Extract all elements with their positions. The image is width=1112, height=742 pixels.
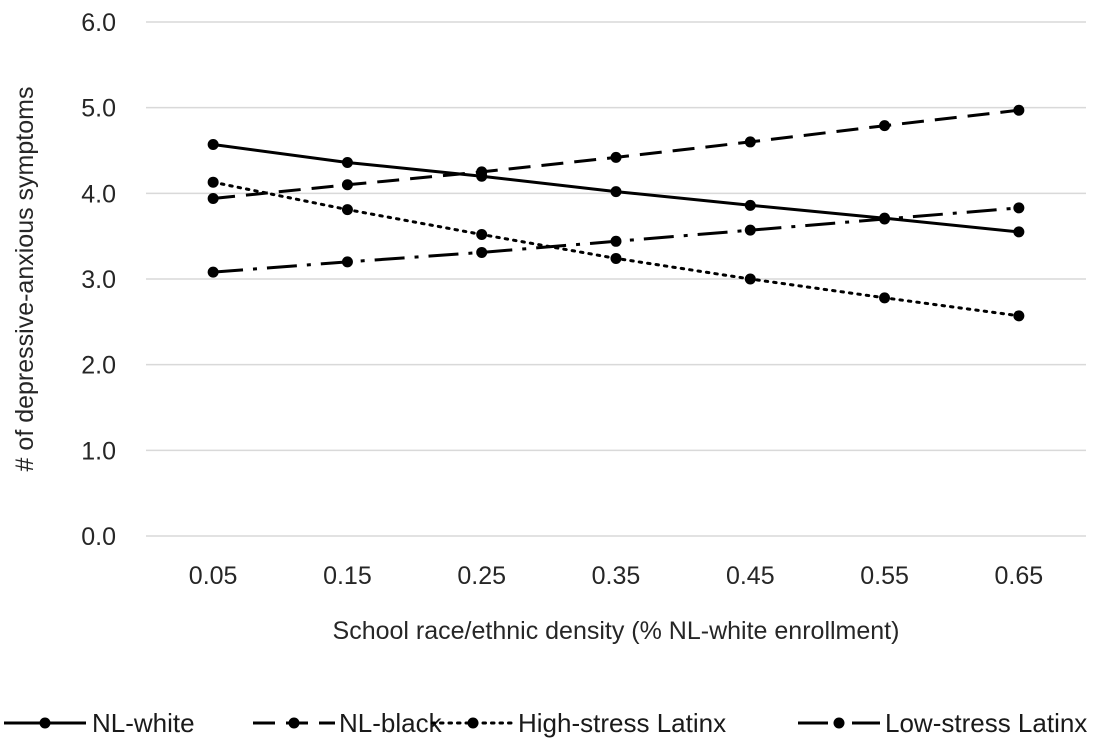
x-axis-ticks: 0.05 0.15 0.25 0.35 0.45 0.55 0.65: [189, 562, 1043, 590]
data-point: [1013, 226, 1025, 238]
y-tick-label: 0.0: [81, 523, 116, 551]
legend-label: High-stress Latinx: [518, 708, 726, 738]
data-point: [744, 136, 756, 148]
data-point: [476, 228, 488, 240]
series-points: [207, 104, 1025, 322]
x-tick-label: 0.25: [457, 562, 506, 590]
data-point: [1013, 202, 1025, 214]
legend: NL-white NL-black High-stress Latinx Low-st…: [4, 708, 1087, 738]
data-point: [1013, 310, 1025, 322]
series-line-high-stress-latinx: [211, 180, 1021, 318]
data-point: [879, 120, 891, 132]
data-point: [207, 176, 219, 188]
data-point: [207, 139, 219, 151]
data-point: [341, 204, 353, 216]
y-tick-label: 1.0: [81, 437, 116, 465]
legend-label: NL-white: [92, 708, 195, 738]
y-tick-label: 5.0: [81, 95, 116, 123]
x-tick-label: 0.35: [592, 562, 641, 590]
series-lines: [211, 108, 1021, 318]
data-point: [744, 273, 756, 285]
y-tick-label: 2.0: [81, 352, 116, 380]
x-tick-label: 0.45: [726, 562, 775, 590]
data-point: [341, 156, 353, 168]
data-point: [744, 199, 756, 211]
data-point: [879, 213, 891, 225]
legend-label: NL-black: [339, 708, 443, 738]
y-tick-label: 4.0: [81, 180, 116, 208]
legend-marker: [833, 717, 845, 729]
data-point: [610, 235, 622, 247]
legend-marker: [288, 717, 300, 729]
data-point: [341, 179, 353, 191]
data-point: [207, 192, 219, 204]
legend-label: Low-stress Latinx: [885, 708, 1087, 738]
x-tick-label: 0.55: [860, 562, 909, 590]
y-axis-title: # of depressive-anxious symptoms: [11, 87, 39, 472]
legend-marker: [467, 717, 479, 729]
data-point: [341, 256, 353, 268]
legend-marker: [39, 717, 51, 729]
data-point: [879, 292, 891, 304]
data-point: [610, 252, 622, 264]
y-tick-label: 3.0: [81, 266, 116, 294]
y-axis-ticks: 0.0 1.0 2.0 3.0 4.0 5.0 6.0: [81, 9, 116, 551]
data-point: [744, 224, 756, 236]
y-tick-label: 6.0: [81, 9, 116, 37]
data-point: [476, 246, 488, 258]
x-tick-label: 0.15: [323, 562, 372, 590]
x-axis-title: School race/ethnic density (% NL-white e…: [333, 617, 900, 645]
data-point: [610, 186, 622, 198]
data-point: [476, 166, 488, 178]
data-point: [1013, 104, 1025, 116]
data-point: [610, 151, 622, 163]
gridlines: [146, 21, 1086, 537]
x-tick-label: 0.05: [189, 562, 238, 590]
data-point: [207, 266, 219, 278]
x-tick-label: 0.65: [995, 562, 1044, 590]
